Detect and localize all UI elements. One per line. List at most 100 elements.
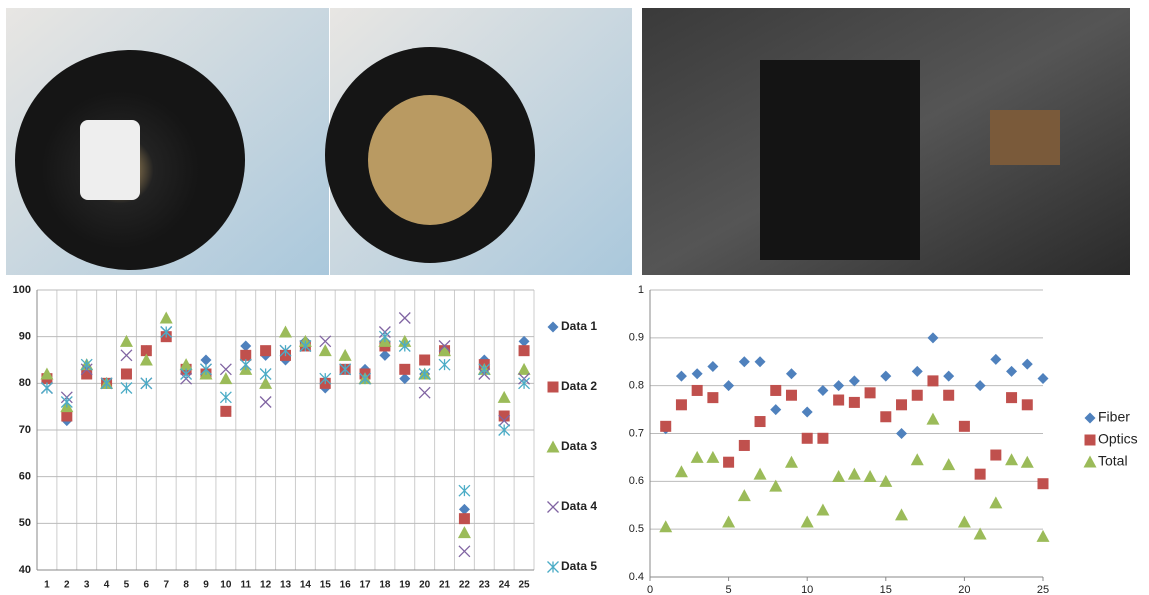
x-tick-label: 2 [64, 580, 70, 591]
photo-connector-socket [325, 8, 632, 275]
marker-diamond [802, 406, 813, 417]
x-tick-label: 19 [399, 580, 411, 591]
marker-square [707, 392, 718, 403]
marker-square [770, 385, 781, 396]
legend-label: Data 1 [561, 319, 597, 333]
marker-triangle [738, 489, 751, 501]
legend-label: Data 4 [561, 499, 597, 513]
scatter-chart-efficiency: 05101520250.40.50.60.70.80.91FiberOptics… [629, 284, 1138, 595]
marker-triangle [339, 349, 352, 361]
y-tick-label: 0.6 [629, 475, 644, 487]
marker-diamond [849, 375, 860, 386]
marker-triangle [926, 413, 939, 425]
marker-triangle [801, 515, 814, 527]
marker-triangle [675, 465, 688, 477]
marker-triangle [848, 468, 861, 480]
marker-diamond [990, 354, 1001, 365]
marker-square [739, 440, 750, 451]
marker-x [121, 350, 132, 361]
x-tick-label: 25 [518, 580, 530, 591]
legend-label: Optics [1098, 431, 1138, 447]
marker-diamond [770, 404, 781, 415]
marker-square [419, 355, 430, 366]
y-tick-label: 50 [19, 517, 31, 529]
marker-triangle [942, 458, 955, 470]
marker-asterisk [240, 359, 251, 370]
marker-square [260, 345, 271, 356]
marker-triangle [458, 526, 471, 538]
marker-diamond [912, 366, 923, 377]
marker-square [865, 387, 876, 398]
marker-diamond [1038, 373, 1049, 384]
marker-diamond [1022, 359, 1033, 370]
x-tick-label: 6 [144, 580, 150, 591]
x-tick-label: 7 [163, 580, 169, 591]
marker-asterisk [121, 383, 132, 394]
marker-square [912, 390, 923, 401]
x-tick-label: 16 [340, 580, 352, 591]
marker-diamond [1006, 366, 1017, 377]
y-tick-label: 100 [13, 284, 31, 296]
marker-square [1038, 478, 1049, 489]
marker-diamond [676, 371, 687, 382]
legend-label: Fiber [1098, 409, 1130, 425]
marker-square [459, 513, 470, 524]
marker-triangle [895, 508, 908, 520]
marker-triangle [1037, 530, 1050, 542]
marker-x [548, 502, 559, 513]
marker-triangle [160, 312, 173, 324]
x-tick-label: 14 [300, 580, 312, 591]
y-tick-label: 90 [19, 331, 31, 343]
marker-diamond [817, 385, 828, 396]
marker-asterisk [41, 383, 52, 394]
marker-square [927, 375, 938, 386]
y-tick-label: 0.9 [629, 332, 644, 344]
marker-x [419, 387, 430, 398]
marker-triangle [754, 468, 767, 480]
x-tick-label: 9 [203, 580, 209, 591]
marker-diamond [548, 322, 559, 333]
x-tick-label: 1 [44, 580, 50, 591]
y-tick-label: 0.4 [629, 571, 644, 583]
marker-triangle [279, 326, 292, 338]
marker-diamond [707, 361, 718, 372]
marker-triangle [816, 504, 829, 516]
legend-label: Data 5 [561, 559, 597, 573]
marker-asterisk [459, 485, 470, 496]
marker-square [660, 421, 671, 432]
marker-diamond [1085, 413, 1096, 424]
x-tick-label: 3 [84, 580, 90, 591]
x-tick-label: 12 [260, 580, 272, 591]
marker-triangle [498, 391, 511, 403]
y-tick-label: 0.7 [629, 427, 644, 439]
y-tick-label: 70 [19, 424, 31, 436]
marker-diamond [880, 371, 891, 382]
marker-diamond [739, 356, 750, 367]
marker-square [692, 385, 703, 396]
marker-square [548, 382, 559, 393]
x-tick-label: 13 [280, 580, 292, 591]
x-tick-label: 17 [359, 580, 371, 591]
marker-diamond [723, 380, 734, 391]
y-tick-label: 80 [19, 377, 31, 389]
marker-square [817, 433, 828, 444]
marker-diamond [943, 371, 954, 382]
marker-square [519, 345, 530, 356]
legend-label: Data 2 [561, 379, 597, 393]
x-tick-label: 0 [647, 584, 653, 595]
marker-square [220, 406, 231, 417]
marker-square [975, 469, 986, 480]
x-tick-label: 10 [220, 580, 232, 591]
marker-diamond [692, 368, 703, 379]
y-tick-label: 0.5 [629, 523, 644, 535]
marker-square [676, 399, 687, 410]
x-tick-label: 20 [419, 580, 431, 591]
marker-square [1085, 435, 1096, 446]
marker-triangle [1084, 456, 1097, 468]
marker-square [896, 399, 907, 410]
marker-square [121, 369, 132, 380]
marker-diamond [927, 332, 938, 343]
marker-triangle [1021, 456, 1034, 468]
x-tick-label: 22 [459, 580, 471, 591]
